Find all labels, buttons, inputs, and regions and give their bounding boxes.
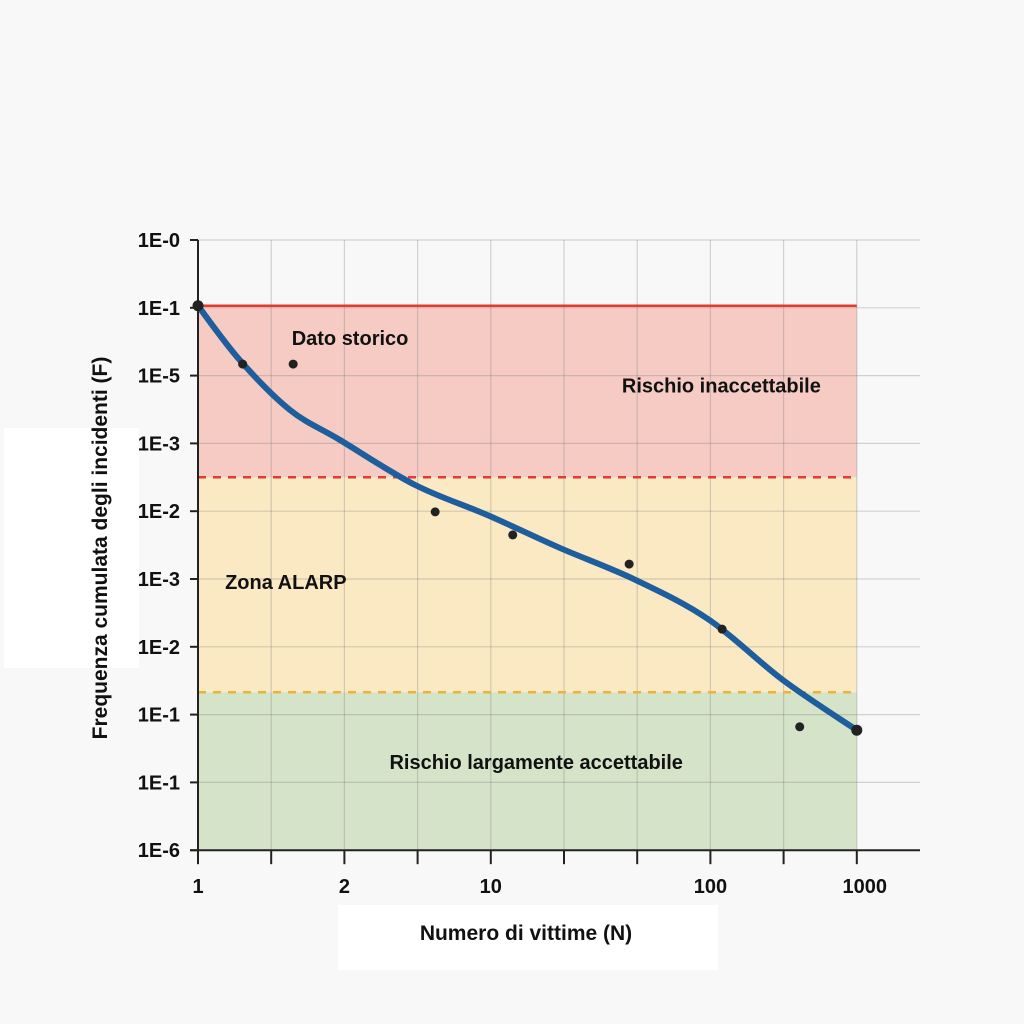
data-point [624,559,634,569]
y-tick-label: 1E-5 [138,366,180,388]
ylabel-backdrop [4,428,139,668]
data-point [430,507,440,517]
y-tick-label: 1E-6 [138,840,180,862]
data-point [288,359,298,369]
x-tick-label: 1000 [843,876,888,898]
zone-1 [198,477,857,693]
data-point [795,722,805,732]
fn-curve [195,302,860,734]
y-tick-label: 1E-3 [138,433,180,455]
zone-2 [198,692,857,851]
x-tick-label: 2 [339,876,350,898]
y-tick-label: 1E-2 [138,501,180,523]
xlabel-backdrop [338,905,718,970]
annotation-0: Dato storico [292,328,409,350]
data-point [717,624,727,634]
zone-0 [198,305,857,478]
x-axis-label: Numero di vittime (N) [420,922,632,945]
x-tick-label: 10 [480,876,502,898]
data-point [851,724,863,736]
x-tick-label: 100 [694,876,727,898]
y-tick-label: 1E-1 [138,772,180,794]
y-tick-label: 1E-2 [138,637,180,659]
x-tick-label: 1 [192,876,203,898]
data-point [192,300,204,312]
data-point [238,359,248,369]
annotation-3: Rischio largamente accettabile [389,752,682,774]
annotation-2: Zona ALARP [225,572,346,594]
y-tick-label: 1E-3 [138,569,180,591]
annotation-1: Rischio inaccettabile [622,376,821,398]
y-axis-label: Frequenza cumulata degli incidenti (F) [89,357,112,740]
y-tick-label: 1E-1 [138,298,180,320]
y-tick-label: 1E-0 [138,230,180,252]
y-tick-label: 1E-1 [138,705,180,727]
data-point [508,530,518,540]
